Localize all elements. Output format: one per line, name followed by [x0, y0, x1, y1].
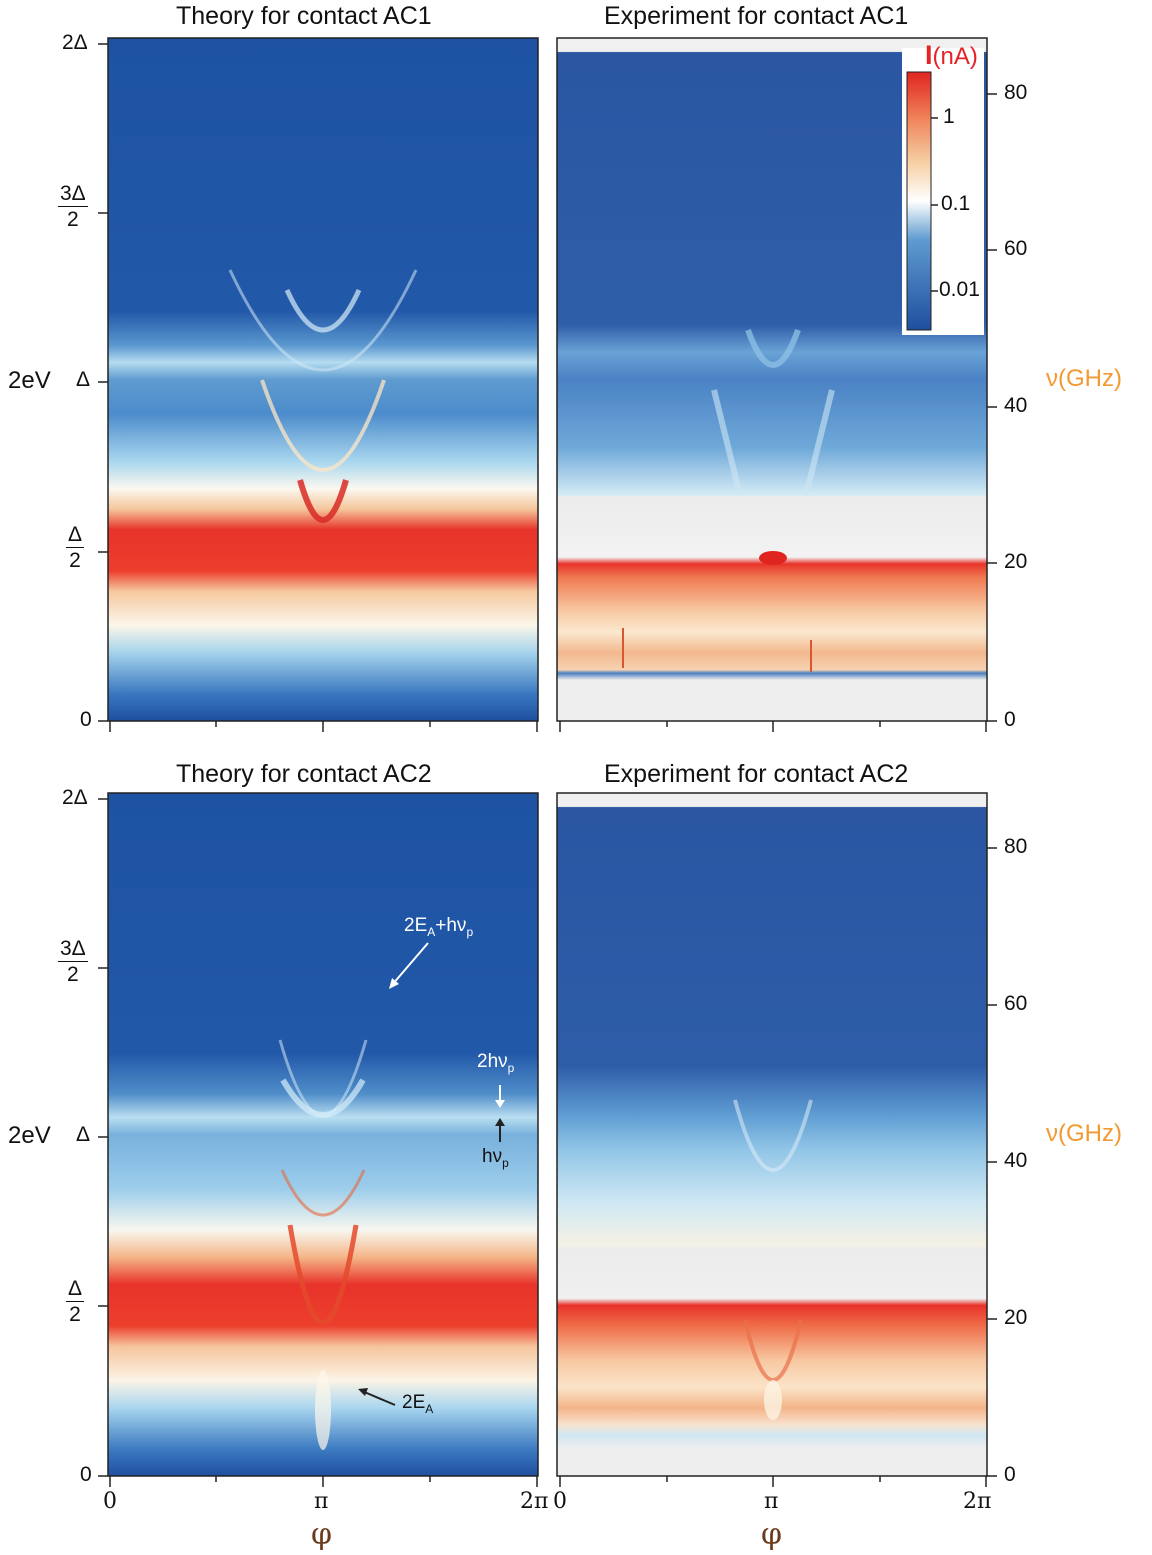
ann-text: 2E [404, 915, 428, 936]
y-tick-60: 60 [1004, 992, 1028, 1015]
ann-sub: p [507, 1060, 515, 1075]
y-tick-delta: Δ [76, 368, 91, 391]
y-label-2eV: 2eV [8, 1122, 51, 1149]
experiment-ac2-title: Experiment for contact AC2 [604, 760, 909, 788]
ann-sub: A [427, 924, 436, 939]
x-tick-2pi: 2π [963, 1489, 992, 1514]
x-tick-0: 0 [553, 1489, 567, 1514]
colorbar-title: I(nA) [925, 40, 978, 71]
annotation-hvp: hνp [482, 1146, 509, 1170]
x-tick-pi: π [764, 1489, 779, 1514]
x-label-phi: φ [311, 1517, 333, 1552]
ann-sub: p [466, 924, 474, 939]
x-tick-0: 0 [103, 1489, 117, 1514]
x-label-phi: φ [761, 1517, 783, 1552]
experiment-ac1-title: Experiment for contact AC1 [604, 2, 909, 30]
y-label-2eV: 2eV [8, 367, 51, 394]
x-tick-2pi: 2π [520, 1489, 549, 1514]
bottom-axis-ticks [109, 721, 987, 1487]
theory-ac2-title: Theory for contact AC2 [176, 760, 432, 788]
y-tick-0: 0 [1004, 1463, 1016, 1486]
y-tick-80: 80 [1004, 835, 1028, 858]
y-tick-40: 40 [1004, 1149, 1028, 1172]
y-tick-3delta-half: 3Δ 2 [58, 938, 88, 985]
ann-text: hν [482, 1146, 503, 1167]
colorbar-tick-0.1: 0.1 [941, 192, 971, 215]
y-tick-80: 80 [1004, 81, 1028, 104]
ann-text: 2E [402, 1392, 426, 1413]
colorbar-tick-1: 1 [943, 105, 955, 128]
frac-num: Δ [66, 1277, 85, 1302]
y-tick-40: 40 [1004, 394, 1028, 417]
y-tick-zero: 0 [80, 1463, 92, 1486]
annotation-2EA: 2EA [402, 1392, 433, 1416]
y-tick-delta: Δ [76, 1123, 91, 1146]
frac-num: 3Δ [58, 182, 88, 207]
theory-ac1-title: Theory for contact AC1 [176, 2, 432, 30]
y-label-nu-ghz: ν(GHz) [1046, 365, 1122, 392]
y-tick-2delta: 2Δ [62, 31, 88, 54]
experiment-ac1-plot [556, 37, 988, 722]
annotation-2EA-plus-hvp: 2EA+hνp [404, 915, 473, 939]
x-tick-pi: π [314, 1489, 329, 1514]
y-tick-60: 60 [1004, 237, 1028, 260]
ann-text: 2hν [477, 1051, 508, 1072]
left-axis-ticks [98, 43, 108, 1477]
ann-sub: p [502, 1155, 509, 1170]
y-tick-zero: 0 [80, 708, 92, 731]
y-tick-2delta: 2Δ [62, 786, 88, 809]
frac-den: 2 [67, 208, 79, 231]
y-tick-3delta-half: 3Δ 2 [58, 183, 88, 230]
colorbar-tick-0.01: 0.01 [939, 278, 980, 301]
y-tick-20: 20 [1004, 550, 1028, 573]
colorbar-I: I [925, 40, 933, 70]
annotation-2hvp: 2hνp [477, 1051, 514, 1075]
ann-text: +hν [435, 915, 467, 936]
frac-num: Δ [66, 523, 85, 548]
theory-ac2-plot [107, 792, 539, 1477]
y-tick-0: 0 [1004, 708, 1016, 731]
frac-den: 2 [69, 1303, 81, 1326]
y-tick-20: 20 [1004, 1306, 1028, 1329]
frac-num: 3Δ [58, 937, 88, 962]
frac-den: 2 [67, 963, 79, 986]
theory-ac1-plot [107, 37, 539, 722]
y-label-nu-ghz: ν(GHz) [1046, 1120, 1122, 1147]
frac-den: 2 [69, 549, 81, 572]
colorbar-unit: (nA) [932, 43, 978, 70]
right-axis-ticks [931, 93, 997, 1477]
ann-sub: A [425, 1401, 434, 1416]
experiment-ac2-plot [556, 792, 988, 1477]
